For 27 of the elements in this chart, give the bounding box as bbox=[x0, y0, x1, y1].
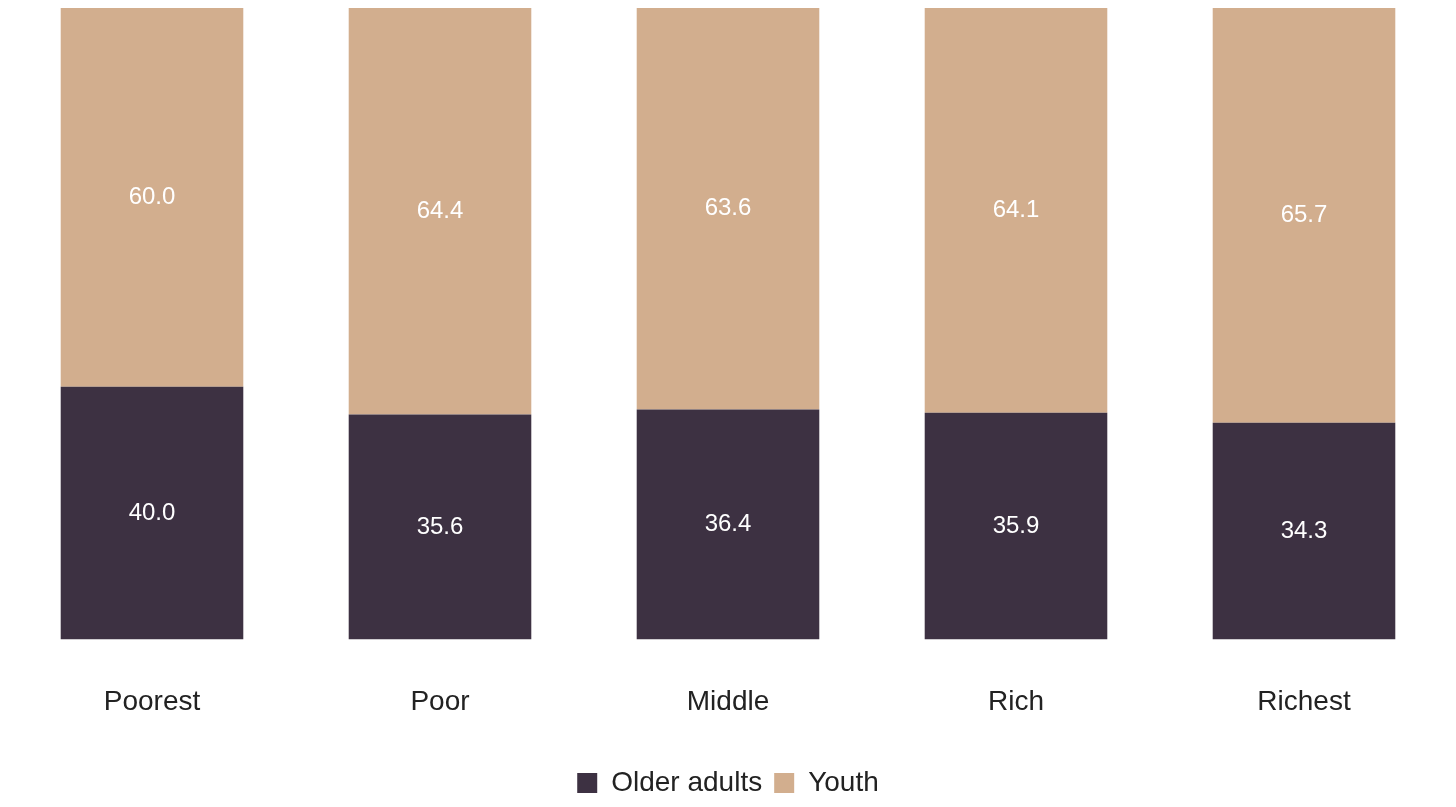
bar bbox=[348, 414, 532, 640]
bar bbox=[60, 386, 244, 640]
x-tick-label: Poorest bbox=[103, 684, 201, 716]
bar bbox=[924, 412, 1108, 640]
data-label: 35.9 bbox=[992, 510, 1040, 538]
bar bbox=[636, 8, 820, 410]
data-label: 40.0 bbox=[128, 497, 176, 525]
legend-label: Older adults bbox=[611, 765, 763, 797]
bar bbox=[348, 8, 532, 415]
x-tick-label: Rich bbox=[987, 684, 1045, 716]
x-tick-label: Richest bbox=[1257, 684, 1351, 716]
data-label: 64.4 bbox=[416, 195, 464, 223]
data-label: 60.0 bbox=[128, 182, 176, 210]
bar bbox=[1212, 8, 1396, 423]
bar bbox=[1212, 422, 1396, 640]
x-tick-label: Middle bbox=[686, 684, 770, 716]
x-tick-label: Poor bbox=[410, 684, 470, 716]
bar bbox=[60, 8, 244, 387]
legend-label: Youth bbox=[808, 765, 879, 797]
bar bbox=[924, 8, 1108, 413]
data-label: 35.6 bbox=[416, 511, 464, 539]
bar bbox=[636, 409, 820, 640]
data-label: 36.4 bbox=[704, 509, 752, 537]
data-label: 63.6 bbox=[704, 193, 752, 221]
data-label: 64.1 bbox=[992, 194, 1040, 222]
data-label: 34.3 bbox=[1280, 515, 1328, 543]
data-label: 65.7 bbox=[1280, 200, 1328, 228]
